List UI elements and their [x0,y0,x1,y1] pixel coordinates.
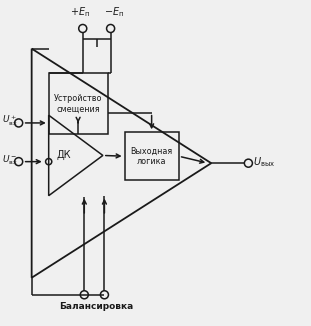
Text: $U_{\mathrm{вх}}^+$: $U_{\mathrm{вх}}^+$ [2,114,18,128]
Text: ДК: ДК [57,150,72,160]
Text: $+E_{\mathrm{п}}$: $+E_{\mathrm{п}}$ [70,6,90,19]
Text: $U_{\mathrm{вых}}$: $U_{\mathrm{вых}}$ [253,155,275,169]
Text: $-E_{\mathrm{п}}$: $-E_{\mathrm{п}}$ [104,6,124,19]
Bar [124,132,179,180]
Text: $U_{\mathrm{вх}}^-$: $U_{\mathrm{вх}}^-$ [2,153,18,167]
Text: Балансировка: Балансировка [59,302,134,311]
Text: Выходная
логика: Выходная логика [131,146,173,166]
Bar [49,73,108,134]
Text: Устройство
смещения: Устройство смещения [54,94,102,113]
